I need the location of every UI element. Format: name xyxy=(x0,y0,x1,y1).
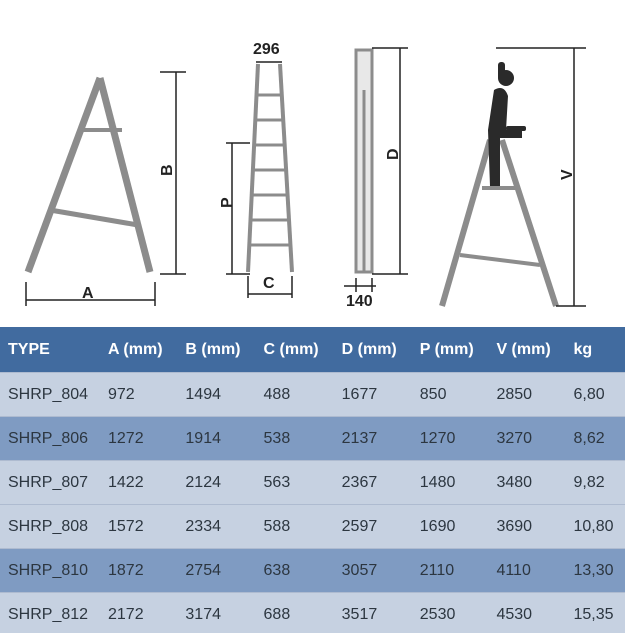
person-icon xyxy=(488,62,526,186)
table-cell: 688 xyxy=(255,592,334,633)
table-cell: 588 xyxy=(255,504,334,549)
table-cell: 1690 xyxy=(411,504,489,549)
table-cell: 9,82 xyxy=(565,460,625,505)
table-cell: 3690 xyxy=(488,504,566,549)
table-cell: 1914 xyxy=(177,416,256,461)
table-cell: 2110 xyxy=(411,548,489,593)
dimension-label-b: B xyxy=(159,164,176,176)
table-row: SHRP_804 972 1494 488 1677 850 2850 6,80 xyxy=(0,372,625,417)
dimension-label-c: C xyxy=(263,275,275,292)
table-cell: 563 xyxy=(255,460,334,505)
table-cell: 1872 xyxy=(100,548,178,593)
table-row: SHRP_812 2172 3174 688 3517 2530 4530 15,35 xyxy=(0,592,625,633)
table-cell: SHRP_808 xyxy=(0,504,100,549)
dimension-label-p: P xyxy=(219,197,236,208)
table-cell: 2334 xyxy=(177,504,256,549)
table-row: SHRP_806 1272 1914 538 2137 1270 3270 8,62 xyxy=(0,416,625,461)
table-cell: 1677 xyxy=(333,372,412,417)
table-cell: 1270 xyxy=(411,416,489,461)
ladder-side-view xyxy=(24,76,154,274)
table-cell: 4110 xyxy=(488,548,566,593)
ladder-dimension-diagram: A B 296 P C D 140 xyxy=(24,41,586,310)
column-header: TYPE xyxy=(0,327,100,373)
ladder-front-view xyxy=(246,63,294,273)
table-cell: 638 xyxy=(255,548,334,593)
table-cell: 2367 xyxy=(333,460,412,505)
dimension-label-v: V xyxy=(559,169,576,180)
table-cell: SHRP_804 xyxy=(0,372,100,417)
table-cell: 2850 xyxy=(488,372,566,417)
table-cell: 15,35 xyxy=(565,592,625,633)
column-header: A (mm) xyxy=(100,327,178,373)
column-header: kg xyxy=(565,327,625,373)
table-cell: SHRP_810 xyxy=(0,548,100,593)
table-row: SHRP_807 1422 2124 563 2367 1480 3480 9,82 xyxy=(0,460,625,505)
column-header: D (mm) xyxy=(333,327,412,373)
table-cell: 850 xyxy=(411,372,489,417)
table-cell: 2597 xyxy=(333,504,412,549)
table-header-row: TYPE A (mm) B (mm) C (mm) D (mm) P (mm) … xyxy=(0,327,625,373)
table-cell: 1572 xyxy=(100,504,178,549)
column-header: C (mm) xyxy=(255,327,334,373)
width-dimension-label: 296 xyxy=(253,41,280,58)
table-row: SHRP_808 1572 2334 588 2597 1690 3690 10,80 xyxy=(0,504,625,549)
table-cell: 1422 xyxy=(100,460,178,505)
table-cell: 1480 xyxy=(411,460,489,505)
table-cell: 2124 xyxy=(177,460,256,505)
table-cell: 4530 xyxy=(488,592,566,633)
table-cell: 3057 xyxy=(333,548,412,593)
table-cell: 972 xyxy=(100,372,178,417)
depth-dimension-label: 140 xyxy=(346,293,373,310)
table-cell: 3174 xyxy=(177,592,256,633)
column-header: P (mm) xyxy=(411,327,489,373)
dimension-label-a: A xyxy=(82,285,94,302)
table-cell: 3480 xyxy=(488,460,566,505)
specifications-table: TYPE A (mm) B (mm) C (mm) D (mm) P (mm) … xyxy=(0,327,625,633)
table-cell: SHRP_806 xyxy=(0,416,100,461)
dimension-label-d: D xyxy=(385,148,402,160)
table-cell: 6,80 xyxy=(565,372,625,417)
table-cell: 488 xyxy=(255,372,334,417)
table-cell: 2137 xyxy=(333,416,412,461)
table-cell: SHRP_807 xyxy=(0,460,100,505)
table-cell: 538 xyxy=(255,416,334,461)
table-cell: 10,80 xyxy=(565,504,625,549)
table-row: SHRP_810 1872 2754 638 3057 2110 4110 13,30 xyxy=(0,548,625,593)
table-cell: 2530 xyxy=(411,592,489,633)
ladder-folded-view xyxy=(354,48,374,274)
table-cell: 3517 xyxy=(333,592,412,633)
table-cell: 1494 xyxy=(177,372,256,417)
table-cell: 13,30 xyxy=(565,548,625,593)
table-cell: 8,62 xyxy=(565,416,625,461)
table-cell: 2754 xyxy=(177,548,256,593)
column-header: V (mm) xyxy=(488,327,566,373)
table-cell: SHRP_812 xyxy=(0,592,100,633)
table-cell: 1272 xyxy=(100,416,178,461)
table-cell: 2172 xyxy=(100,592,178,633)
table-cell: 3270 xyxy=(488,416,566,461)
column-header: B (mm) xyxy=(177,327,256,373)
ladder-with-user-view xyxy=(439,62,559,307)
